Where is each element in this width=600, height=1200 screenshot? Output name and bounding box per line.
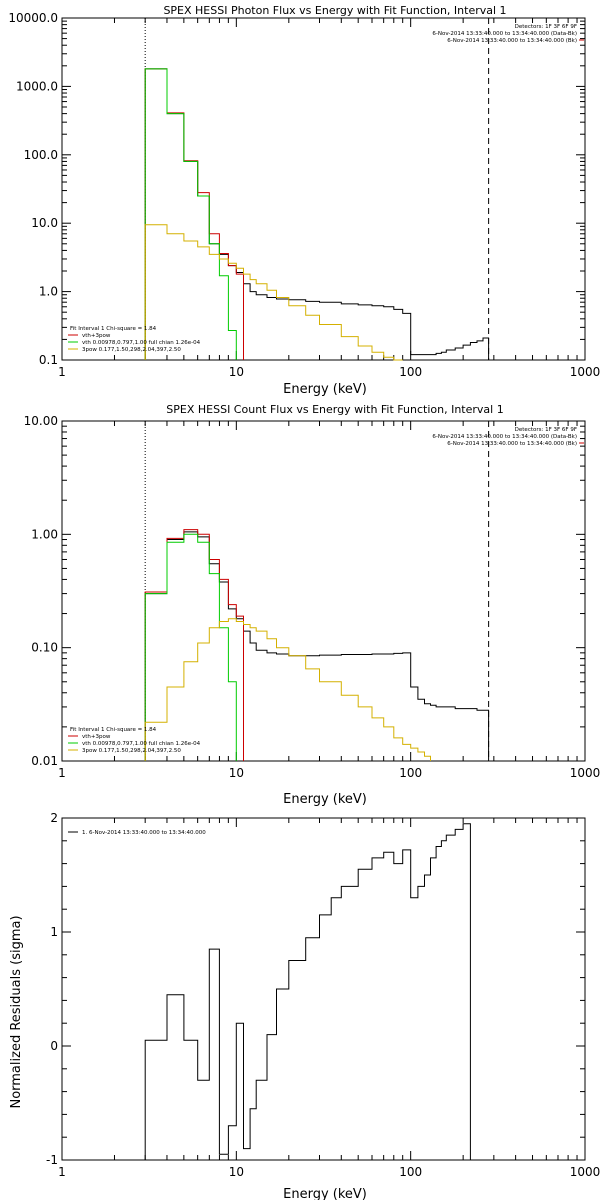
info-text: Detectors: 1F 3F 6F 9F — [515, 24, 577, 30]
series-line-3 — [144, 224, 403, 361]
legend-text: vth+3pow — [82, 333, 111, 339]
series-line-3 — [144, 618, 431, 761]
x-tick-label: 100 — [399, 1165, 422, 1179]
x-tick-label: 1000 — [570, 766, 600, 780]
x-tick-label: 10 — [229, 1165, 244, 1179]
info-text: 6-Nov-2014 13:33:40.000 to 13:34:40.000 … — [447, 441, 577, 447]
legend-text: Fit Interval 1 Chi-square = 1.84 — [70, 326, 157, 332]
plot-frame — [61, 17, 586, 361]
y-tick-label: 0.10 — [31, 641, 58, 655]
x-tick-label: 10 — [229, 766, 244, 780]
y-tick-label: 10.00 — [24, 414, 58, 428]
info-text: 6-Nov-2014 13:33:40.000 to 13:34:40.000 … — [432, 434, 577, 440]
y-tick-label: 10000.0 — [8, 11, 58, 25]
y-tick-label: 1 — [50, 925, 58, 939]
legend-text: 3pow 0.177,1.50,298,2.04,397,2.50 — [82, 347, 181, 353]
x-tick-label: 1000 — [570, 365, 600, 379]
y-tick-label: 1.0 — [39, 285, 58, 299]
x-tick-label: 1 — [58, 1165, 66, 1179]
y-tick-label: 10.0 — [31, 216, 58, 230]
legend-text: vth+3pow — [82, 734, 111, 740]
y-tick-label: 100.0 — [24, 148, 58, 162]
legend-text: vth 0.00978,0.797,1.00 full chian 1.26e-… — [82, 340, 201, 346]
x-tick-label: 1 — [58, 365, 66, 379]
x-axis-label: Energy (keV) — [283, 382, 367, 397]
plot-frame — [61, 420, 586, 762]
count-flux-plot: 1 10 100 1000 0.01 0.10 1.00 10.00 Detectors: 1F… — [24, 414, 600, 780]
legend-text: 1. 6-Nov-2014 13:33:40.000 to 13:34:40.0… — [82, 830, 206, 836]
x-tick-label: 1 — [58, 766, 66, 780]
y-tick-label: -1 — [46, 1153, 58, 1167]
info-text: 6-Nov-2014 13:33:40.000 to 13:34:40.000 … — [447, 38, 577, 44]
x-tick-label: 100 — [399, 766, 422, 780]
count-flux-panel: SPEX HESSI Count Flux vs Energy with Fit… — [24, 403, 600, 807]
legend-text: vth 0.00978,0.797,1.00 full chian 1.26e-… — [82, 741, 201, 747]
x-tick-label: 100 — [399, 365, 422, 379]
y-axis-label: Normalized Residuals (sigma) — [9, 915, 24, 1108]
series-line-0 — [144, 823, 471, 1160]
info-text: 6-Nov-2014 13:33:40.000 to 13:34:40.000 … — [432, 31, 577, 37]
series-line-0 — [144, 68, 490, 360]
series-line-2 — [144, 533, 237, 761]
chart-title: SPEX HESSI Photon Flux vs Energy with Fi… — [163, 4, 506, 17]
residuals-plot: 1 10 100 1000 -1 0 1 2 1. 6-Nov-2014 13:33:40.00… — [46, 811, 600, 1179]
residuals-panel: 1 10 100 1000 -1 0 1 2 1. 6-Nov-2014 13:33:40.00… — [9, 811, 600, 1200]
legend-text: 3pow 0.177,1.50,298,2.04,397,2.50 — [82, 748, 181, 754]
plot-frame — [61, 817, 586, 1161]
photon-flux-panel: SPEX HESSI Photon Flux vs Energy with Fi… — [8, 4, 600, 397]
y-tick-label: 2 — [50, 811, 58, 825]
y-tick-label: 0.1 — [39, 353, 58, 367]
legend-text: Fit Interval 1 Chi-square = 1.84 — [70, 727, 157, 733]
x-axis-label: Energy (keV) — [283, 1187, 367, 1200]
series-line-2 — [144, 68, 237, 360]
x-tick-label: 10 — [229, 365, 244, 379]
x-axis-label: Energy (keV) — [283, 792, 367, 807]
y-tick-label: 0 — [50, 1039, 58, 1053]
chart-title: SPEX HESSI Count Flux vs Energy with Fit… — [166, 403, 503, 416]
y-tick-label: 0.01 — [31, 754, 58, 768]
y-tick-label: 1000.0 — [16, 79, 58, 93]
photon-flux-plot: 1 10 100 1000 0.1 1.0 10.0 100.0 1000.0 10000.0 De… — [8, 11, 600, 379]
y-tick-label: 1.00 — [31, 527, 58, 541]
x-tick-label: 1000 — [570, 1165, 600, 1179]
series-line-0 — [144, 531, 490, 761]
info-text: Detectors: 1F 3F 6F 9F — [515, 427, 577, 433]
